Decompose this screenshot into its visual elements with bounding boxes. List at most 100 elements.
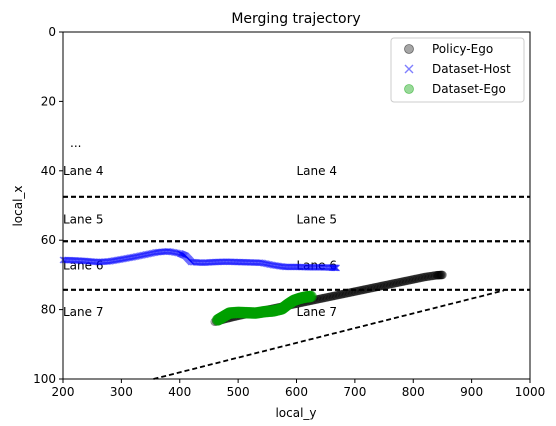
data-point xyxy=(400,276,409,286)
data-point xyxy=(389,279,399,288)
data-point xyxy=(432,270,441,280)
data-point xyxy=(325,292,335,302)
data-point xyxy=(413,274,422,283)
x-tick-label: 200 xyxy=(52,385,75,399)
data-point xyxy=(384,280,393,289)
y-axis: 0 20 40 60 80 100 xyxy=(33,25,63,386)
data-point xyxy=(335,290,345,299)
series-dataset-ego xyxy=(211,290,317,326)
data-point xyxy=(330,291,339,301)
data-point xyxy=(433,270,442,280)
data-point xyxy=(438,270,447,280)
data-point xyxy=(317,294,326,303)
data-point xyxy=(434,270,444,280)
legend-label: Dataset-Ego xyxy=(432,82,506,96)
data-point xyxy=(373,282,383,291)
data-point xyxy=(430,271,440,280)
data-point xyxy=(346,288,355,297)
data-point xyxy=(406,275,415,285)
data-point xyxy=(356,286,366,295)
chart-title: Merging trajectory xyxy=(231,11,360,27)
data-point xyxy=(408,275,418,284)
x-tick-label: 900 xyxy=(460,385,483,399)
legend: Policy-Ego Dataset-Host Dataset-Ego xyxy=(390,37,525,103)
data-point xyxy=(350,287,360,296)
data-point xyxy=(369,283,379,292)
data-point xyxy=(363,284,373,294)
lane-annotation: Lane 7 xyxy=(297,305,337,319)
data-point xyxy=(315,294,325,304)
x-tick-label: 800 xyxy=(402,385,425,399)
data-point xyxy=(410,274,420,284)
data-point xyxy=(419,272,428,282)
data-point xyxy=(411,274,421,284)
x-tick-label: 700 xyxy=(343,385,366,399)
data-point xyxy=(435,270,444,280)
data-point xyxy=(426,271,436,281)
data-point xyxy=(392,278,402,288)
data-point xyxy=(407,275,417,285)
data-point xyxy=(337,289,347,299)
data-point xyxy=(385,279,395,289)
data-point xyxy=(381,280,390,290)
data-point xyxy=(435,270,445,280)
y-tick-label: 60 xyxy=(41,233,56,247)
lane-annotation: ... xyxy=(70,136,81,150)
x-tick-label: 600 xyxy=(285,385,308,399)
data-point xyxy=(379,281,389,290)
data-point xyxy=(436,270,446,280)
y-tick-label: 100 xyxy=(33,372,56,386)
data-point xyxy=(382,280,392,290)
legend-box xyxy=(390,37,525,103)
data-point xyxy=(378,281,387,291)
data-point xyxy=(333,290,342,300)
data-point xyxy=(347,287,357,297)
data-point xyxy=(375,282,384,291)
data-point xyxy=(331,291,341,300)
data-point xyxy=(321,293,330,302)
data-point xyxy=(414,273,424,283)
lane-annotation: Lane 5 xyxy=(63,212,103,226)
data-point xyxy=(357,285,367,295)
data-point xyxy=(397,277,406,287)
data-point xyxy=(420,272,430,282)
y-tick-label: 40 xyxy=(41,164,56,178)
data-point xyxy=(352,286,361,296)
lane-annotation: Lane 5 xyxy=(297,212,337,226)
legend-label: Policy-Ego xyxy=(432,42,493,56)
data-point xyxy=(391,278,401,288)
data-point xyxy=(338,289,348,299)
y-tick-label: 20 xyxy=(41,94,56,108)
lane-annotation: Lane 7 xyxy=(63,305,103,319)
y-tick-label: 80 xyxy=(41,303,56,317)
lane-annotation: Lane 4 xyxy=(63,164,103,178)
data-point xyxy=(388,279,398,288)
data-point xyxy=(371,283,380,292)
data-point xyxy=(403,276,412,285)
data-point xyxy=(333,264,341,272)
data-point xyxy=(328,291,338,301)
legend-marker xyxy=(404,44,414,54)
data-point xyxy=(344,288,354,298)
data-point xyxy=(366,283,376,293)
x-tick-label: 500 xyxy=(227,385,250,399)
data-point xyxy=(423,272,433,281)
data-point xyxy=(305,290,317,303)
series-dataset-host xyxy=(59,247,341,272)
data-point xyxy=(401,276,411,286)
data-point xyxy=(387,279,396,289)
data-point xyxy=(353,286,363,296)
data-point xyxy=(429,271,438,280)
data-point xyxy=(343,288,352,298)
data-point xyxy=(349,287,358,297)
data-point xyxy=(376,281,386,291)
x-axis: 200 300 400 500 600 700 800 900 1000 xyxy=(52,379,545,399)
data-point xyxy=(334,290,344,300)
y-axis-label: local_x xyxy=(11,185,25,226)
data-point xyxy=(404,276,414,285)
data-point xyxy=(341,289,351,298)
data-point xyxy=(318,293,328,303)
data-point xyxy=(324,292,333,302)
